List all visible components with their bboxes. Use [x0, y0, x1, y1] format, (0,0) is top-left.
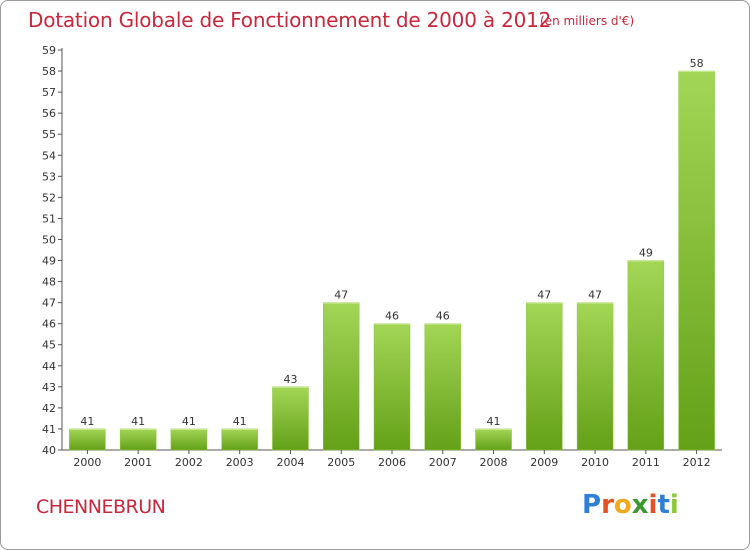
bar — [373, 323, 411, 451]
bar — [475, 428, 512, 451]
bar-value-label: 47 — [537, 289, 551, 302]
y-tick-label: 55 — [42, 128, 56, 141]
bar — [170, 428, 208, 451]
chart-title: Dotation Globale de Fonctionnement de 20… — [28, 8, 552, 32]
bar-value-label: 41 — [80, 415, 94, 428]
bar-value-label: 46 — [385, 310, 399, 323]
bar — [424, 323, 462, 451]
bar-value-label: 41 — [487, 415, 501, 428]
bar — [526, 302, 563, 451]
logo-letter: o — [613, 490, 632, 520]
bar-value-label: 58 — [690, 57, 704, 70]
x-tick-label: 2007 — [429, 456, 457, 469]
y-tick-label: 45 — [42, 339, 56, 352]
y-tick-label: 53 — [42, 170, 56, 183]
y-tick-label: 57 — [42, 86, 56, 99]
y-tick-label: 59 — [42, 44, 56, 57]
commune-name: CHENNEBRUN — [36, 496, 166, 518]
y-tick-label: 58 — [42, 65, 56, 78]
bar — [322, 302, 360, 451]
bar — [221, 428, 258, 451]
y-tick-label: 44 — [42, 360, 56, 373]
y-tick-label: 41 — [42, 423, 56, 436]
y-tick-label: 43 — [42, 381, 56, 394]
proxiti-logo: Proxiti — [582, 490, 679, 520]
logo-letter: i — [669, 490, 679, 520]
x-tick-label: 2006 — [378, 456, 406, 469]
x-tick-label: 2005 — [327, 456, 355, 469]
x-tick-label: 2010 — [581, 456, 609, 469]
bar — [627, 260, 665, 451]
x-tick-label: 2002 — [175, 456, 203, 469]
bar-value-label: 41 — [233, 415, 247, 428]
logo-letter: x — [631, 490, 649, 520]
y-tick-label: 51 — [42, 212, 56, 225]
plot-area: 40 41 42 43 44 45 46 47 48 49 50 51 52 53 54 55 56 57 58 59… — [42, 44, 722, 469]
logo-letter: t — [657, 490, 670, 520]
bar — [272, 386, 309, 451]
x-tick-label: 2000 — [73, 456, 101, 469]
y-tick-label: 40 — [42, 444, 56, 457]
x-tick-label: 2001 — [124, 456, 152, 469]
x-tick-label: 2011 — [632, 456, 660, 469]
y-tick-label: 52 — [42, 191, 56, 204]
logo-letter: r — [601, 490, 614, 520]
chart-subtitle: (en milliers d'€) — [540, 14, 635, 28]
bar-value-label: 41 — [182, 415, 196, 428]
bar-value-label: 41 — [131, 415, 145, 428]
bar-value-label: 47 — [588, 289, 602, 302]
y-tick-label: 50 — [42, 233, 56, 246]
y-tick-label: 46 — [42, 318, 56, 331]
bar — [678, 70, 715, 451]
bar — [119, 428, 157, 451]
y-tick-label: 48 — [42, 276, 56, 289]
bar — [69, 428, 106, 451]
logo-letter: i — [648, 490, 658, 520]
bar-value-label: 47 — [334, 289, 348, 302]
y-tick-label: 56 — [42, 107, 56, 120]
bar-value-label: 49 — [639, 247, 653, 260]
x-tick-label: 2004 — [276, 456, 304, 469]
x-tick-label: 2009 — [530, 456, 558, 469]
x-tick-label: 2012 — [683, 456, 711, 469]
bar — [576, 302, 614, 451]
y-tick-label: 42 — [42, 402, 56, 415]
x-tick-label: 2003 — [226, 456, 254, 469]
y-tick-label: 54 — [42, 149, 56, 162]
bar-value-label: 46 — [436, 310, 450, 323]
y-tick-label: 49 — [42, 255, 56, 268]
bar-value-label: 43 — [283, 373, 297, 386]
x-tick-label: 2008 — [480, 456, 508, 469]
logo-letter: P — [582, 490, 602, 520]
y-tick-label: 47 — [42, 297, 56, 310]
